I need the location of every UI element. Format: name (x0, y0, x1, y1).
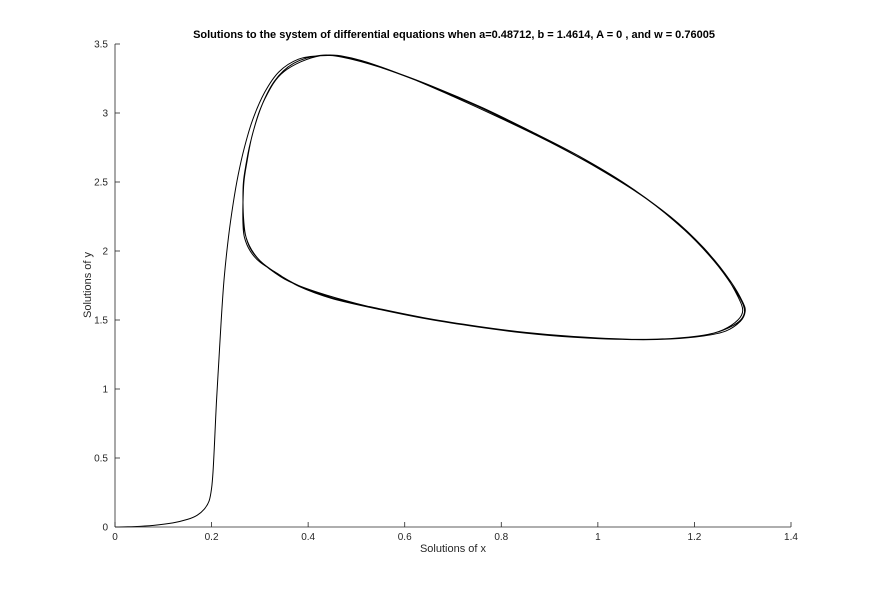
x-tick-label: 1.2 (687, 532, 701, 543)
y-tick-label: 0 (102, 523, 108, 534)
y-tick-label: 1.5 (94, 316, 108, 327)
x-tick-label: 0.8 (494, 532, 508, 543)
x-axis-label: Solutions of x (420, 543, 487, 555)
x-tick-label: 1 (595, 532, 601, 543)
y-tick-label: 3.5 (94, 40, 108, 51)
x-axis: 0 0.2 0.4 0.6 0.8 1 1.2 1.4 (112, 522, 798, 543)
x-tick-label: 0.6 (398, 532, 412, 543)
y-tick-label: 0.5 (94, 454, 108, 465)
x-tick-label: 0.4 (301, 532, 315, 543)
y-axis-label: Solutions of y (82, 251, 94, 318)
chart-title: Solutions to the system of differential … (193, 29, 715, 41)
trajectory-line (114, 54, 746, 528)
x-tick-label: 1.4 (784, 532, 798, 543)
plot-frame (115, 44, 791, 527)
y-tick-label: 1 (102, 385, 108, 396)
y-tick-label: 3 (102, 109, 108, 120)
y-tick-label: 2 (102, 247, 108, 258)
x-tick-label: 0 (112, 532, 118, 543)
x-tick-label: 0.2 (205, 532, 219, 543)
y-tick-label: 2.5 (94, 178, 108, 189)
